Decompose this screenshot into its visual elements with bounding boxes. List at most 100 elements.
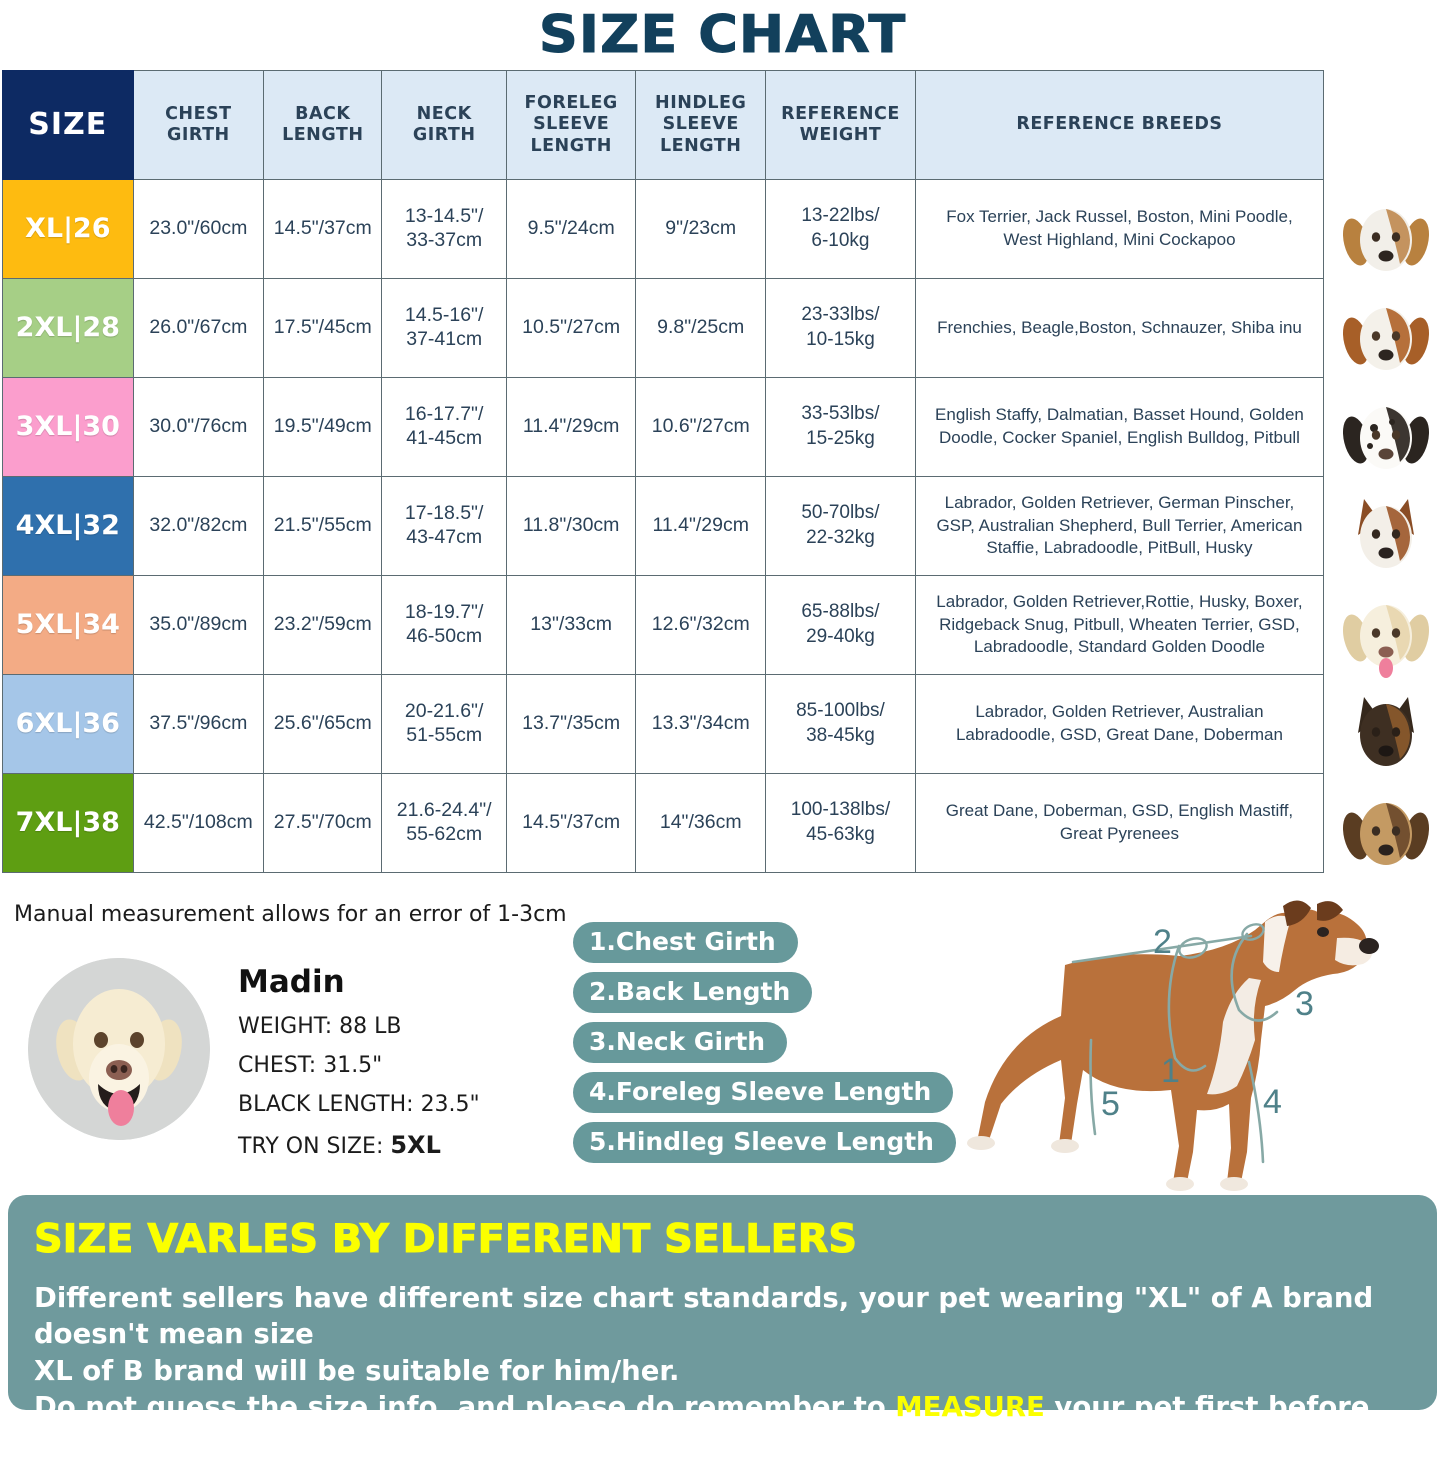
cell-reference-breeds: English Staffy, Dalmatian, Basset Hound,…	[914, 377, 1325, 477]
cell-reference-breeds: Labrador, Golden Retriever,Rottie, Husky…	[914, 575, 1325, 675]
cell-chest-girth: 23.0"/60cm	[132, 179, 265, 279]
header-line: NECK	[416, 103, 472, 124]
cell-line: 41-45cm	[406, 427, 483, 449]
labrador-head-icon	[28, 958, 210, 1140]
table-row: XL|26 23.0"/60cm 14.5"/37cm 13-14.5"/33-37c…	[2, 179, 1325, 279]
page-title: SIZE CHART	[538, 5, 907, 66]
cell-line: 22-32kg	[806, 527, 875, 548]
table-body: XL|26 23.0"/60cm 14.5"/37cm 13-14.5"/33-37c…	[2, 179, 1325, 873]
cell-chest-girth: 42.5"/108cm	[132, 773, 265, 873]
breed-thumbnail-column	[1326, 190, 1445, 883]
cell-line: 55-62cm	[406, 823, 483, 845]
cell-hindleg-sleeve-length: 14"/36cm	[635, 773, 766, 873]
cell-size-badge: 5XL|34	[2, 575, 134, 675]
cell-foreleg-sleeve-length: 14.5"/37cm	[505, 773, 637, 873]
pet-back-length: BLACK LENGTH: 23.5"	[238, 1092, 480, 1117]
header-line: WEIGHT	[799, 125, 882, 145]
cell-reference-breeds: Labrador, Golden Retriever, Australian L…	[914, 674, 1325, 774]
cell-chest-girth: 26.0"/67cm	[132, 278, 265, 378]
pet-chest: CHEST: 31.5"	[238, 1053, 383, 1078]
cell-foreleg-sleeve-length: 9.5"/24cm	[505, 179, 637, 279]
pet-profile: Madin WEIGHT: 88 LB CHEST: 31.5" BLACK L…	[28, 958, 480, 1173]
table-row: 4XL|32 32.0"/82cm 21.5"/55cm 17-18.5"/43-47…	[2, 476, 1325, 576]
banner-heading: SIZE VARLES BY DIFFERENT SELLERS	[33, 1217, 858, 1263]
cell-reference-weight: 23-33lbs/10-15kg	[764, 278, 916, 378]
column-header-back-length: BACK LENGTH	[263, 70, 383, 180]
cell-line: 46-50cm	[406, 625, 483, 647]
dog-illustration	[967, 900, 1379, 1191]
diagram-marker-2: 2	[1153, 923, 1172, 961]
table-row: 6XL|36 37.5"/96cm 25.6"/65cm 20-21.6"/51-55…	[2, 674, 1325, 774]
header-line: LENGTH	[282, 125, 364, 145]
cell-line: 37-41cm	[406, 328, 483, 350]
cell-line: 14.5-16"/	[404, 304, 484, 327]
diagram-marker-4: 4	[1263, 1083, 1282, 1121]
legend-pill-3: 3.Neck Girth	[573, 1022, 788, 1063]
table-row: 3XL|30 30.0"/76cm 19.5"/49cm 16-17.7"/41-45…	[2, 377, 1325, 477]
cell-neck-girth: 13-14.5"/33-37cm	[381, 179, 507, 279]
pet-weight: WEIGHT: 88 LB	[238, 1014, 402, 1039]
column-header-size: SIZE	[2, 70, 134, 180]
cell-line: 21.6-24.4"/	[396, 799, 492, 822]
header-line: LENGTH	[530, 135, 612, 156]
american-staffordshire-terrier-icon	[1357, 498, 1414, 568]
cell-reference-weight: 85-100lbs/38-45kg	[764, 674, 916, 774]
cell-line: 85-100lbs/	[796, 700, 885, 722]
german-shepherd-icon	[1357, 696, 1414, 766]
cell-foreleg-sleeve-length: 13.7"/35cm	[505, 674, 637, 774]
legend-pill-4: 4.Foreleg Sleeve Length	[573, 1072, 954, 1113]
cell-size-badge: 4XL|32	[2, 476, 134, 576]
beagle-icon	[1342, 307, 1429, 370]
cell-back-length: 17.5"/45cm	[263, 278, 383, 378]
cell-line: 23-33lbs/	[801, 304, 880, 326]
cell-back-length: 14.5"/37cm	[263, 179, 383, 279]
table-row: 5XL|34 35.0"/89cm 23.2"/59cm 18-19.7"/46-50…	[2, 575, 1325, 675]
cell-line: 100-138lbs/	[790, 799, 891, 821]
manual-measurement-note: Manual measurement allows for an error o…	[14, 902, 567, 927]
cell-chest-girth: 30.0"/76cm	[132, 377, 265, 477]
cell-line: 65-88lbs/	[801, 601, 880, 623]
cell-size-badge: 6XL|36	[2, 674, 134, 774]
breed-thumbnail-beagle	[1326, 289, 1445, 388]
labrador-retriever-icon	[1342, 604, 1429, 678]
cell-back-length: 19.5"/49cm	[263, 377, 383, 477]
column-header-reference-weight: REFERENCE WEIGHT	[764, 70, 916, 180]
cell-chest-girth: 37.5"/96cm	[132, 674, 265, 774]
header-line: GIRTH	[167, 125, 230, 145]
cell-line: 29-40kg	[806, 626, 875, 647]
pet-try-on-size: TRY ON SIZE: 5XL	[238, 1131, 480, 1159]
legend-pill-2: 2.Back Length	[573, 972, 813, 1013]
cell-neck-girth: 17-18.5"/43-47cm	[381, 476, 507, 576]
column-header-hindleg-sleeve-length: HINDLEG SLEEVE LENGTH	[635, 70, 766, 180]
cell-neck-girth: 18-19.7"/46-50cm	[381, 575, 507, 675]
cell-line: 51-55cm	[406, 724, 483, 746]
measurement-legend: 1.Chest Girth 2.Back Length 3.Neck Girth 4.…	[573, 922, 956, 1172]
cell-reference-breeds: Great Dane, Doberman, GSD, English Masti…	[914, 773, 1325, 873]
cell-reference-breeds: Fox Terrier, Jack Russel, Boston, Mini P…	[914, 179, 1325, 279]
header-line: HINDLEG	[655, 92, 747, 113]
breed-thumbnail-labrador-retriever	[1326, 586, 1445, 685]
header-line: SLEEVE	[533, 114, 610, 135]
cell-line: 33-53lbs/	[801, 403, 880, 425]
cell-size-badge: 3XL|30	[2, 377, 134, 477]
legend-pill-1: 1.Chest Girth	[573, 922, 798, 963]
cell-back-length: 23.2"/59cm	[263, 575, 383, 675]
cell-neck-girth: 16-17.7"/41-45cm	[381, 377, 507, 477]
banner-line-1: Different sellers have different size ch…	[34, 1282, 1374, 1351]
cell-size-badge: XL|26	[2, 179, 134, 279]
cell-line: 17-18.5"/	[404, 502, 484, 525]
header-line: REFERENCE	[781, 103, 900, 124]
header-line: LENGTH	[660, 135, 742, 156]
cell-hindleg-sleeve-length: 13.3"/34cm	[635, 674, 766, 774]
header-line: GIRTH	[412, 125, 476, 145]
header-line: FORELEG	[524, 92, 618, 113]
banner-line-3: Do not guess the size info, and please d…	[34, 1389, 1411, 1461]
pet-name: Madin	[238, 964, 345, 1000]
cell-hindleg-sleeve-length: 12.6"/32cm	[635, 575, 766, 675]
cell-line: 18-19.7"/	[404, 601, 484, 624]
column-header-chest-girth: CHEST GIRTH	[132, 70, 265, 180]
diagram-marker-5: 5	[1101, 1085, 1120, 1123]
header-line: CHEST	[165, 103, 232, 124]
table-row: 7XL|38 42.5"/108cm 27.5"/70cm 21.6-24.4"/55…	[2, 773, 1325, 873]
diagram-marker-3: 3	[1295, 985, 1314, 1023]
